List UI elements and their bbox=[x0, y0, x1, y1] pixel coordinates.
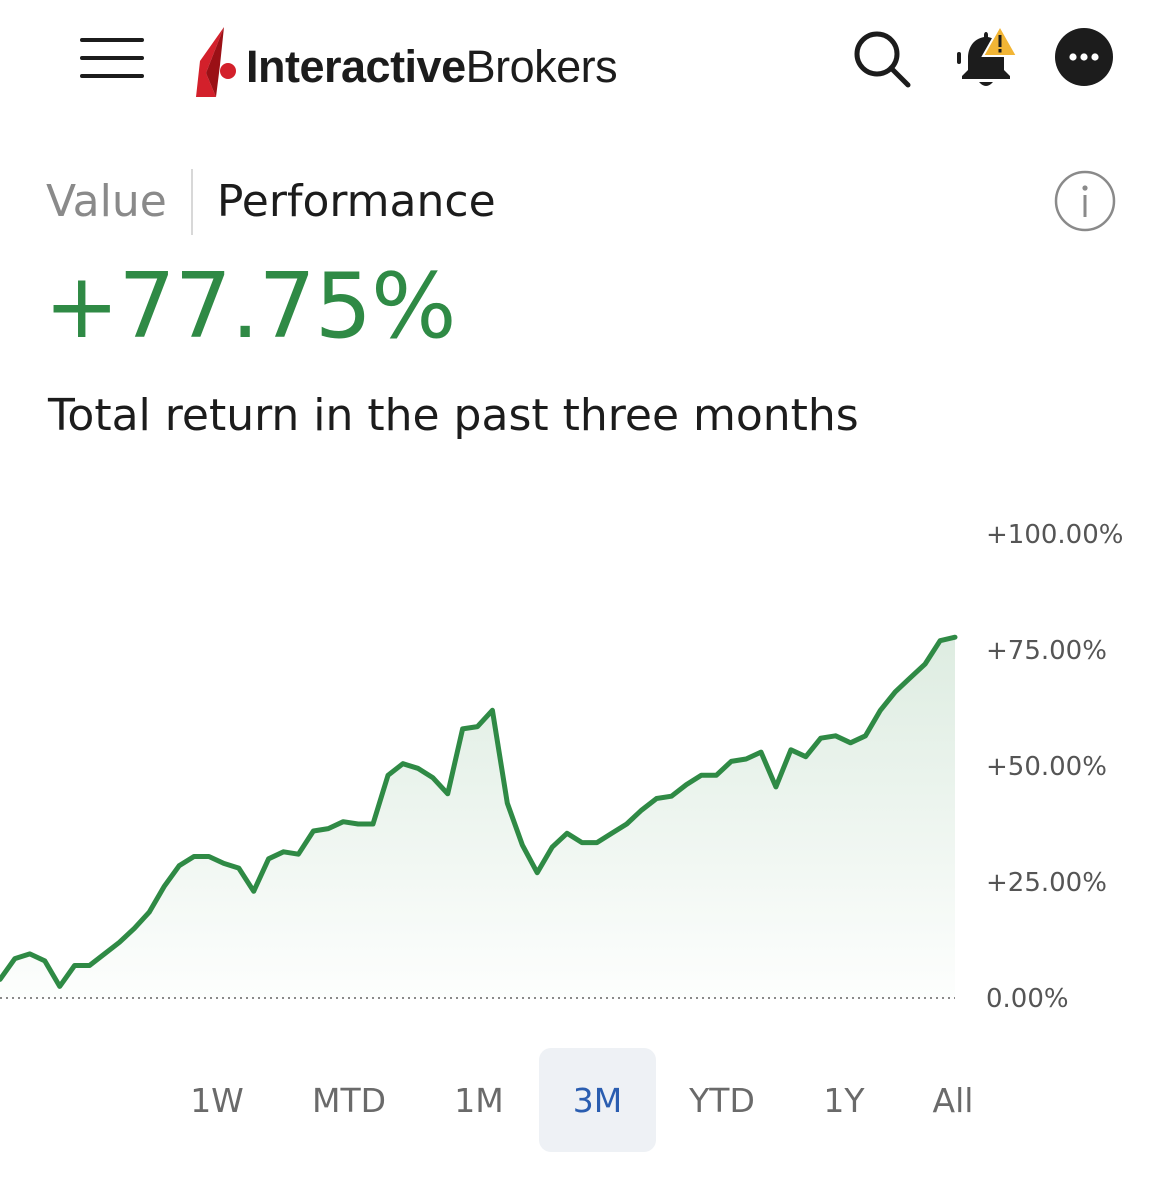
performance-chart-svg: 0.00% +25.00% +50.00% +75.00% +100.00% bbox=[0, 520, 1123, 1014]
y-tick-label: +75.00% bbox=[986, 636, 1107, 666]
tab-value[interactable]: Value bbox=[46, 176, 167, 227]
view-tabs: Value Performance bbox=[46, 168, 496, 236]
bell-alert-icon[interactable] bbox=[953, 24, 1019, 90]
range-mtd-button[interactable]: MTD bbox=[311, 1080, 387, 1120]
time-range-selector: 1W MTD 1M 3M YTD 1Y All bbox=[0, 1048, 1166, 1154]
range-3m-button[interactable]: 3M bbox=[539, 1048, 656, 1152]
y-tick-label: +100.00% bbox=[986, 520, 1123, 550]
info-icon[interactable] bbox=[1054, 170, 1116, 232]
app-header: InteractiveBrokers bbox=[0, 0, 1166, 130]
brand-name: InteractiveBrokers bbox=[246, 40, 618, 92]
search-icon[interactable] bbox=[850, 27, 914, 91]
menu-icon[interactable] bbox=[80, 38, 146, 80]
tab-divider bbox=[190, 169, 193, 235]
tab-performance[interactable]: Performance bbox=[216, 176, 496, 227]
ib-logo-mark-icon bbox=[196, 27, 236, 97]
range-all-button[interactable]: All bbox=[932, 1080, 974, 1120]
more-icon[interactable] bbox=[1054, 27, 1114, 87]
performance-series-line bbox=[0, 634, 958, 989]
performance-area-fill bbox=[0, 637, 955, 998]
range-1m-button[interactable]: 1M bbox=[454, 1080, 504, 1120]
range-1y-button[interactable]: 1Y bbox=[823, 1080, 865, 1120]
y-tick-label: +50.00% bbox=[986, 752, 1107, 782]
brand-logo: InteractiveBrokers bbox=[194, 22, 618, 102]
brand-name-light: Brokers bbox=[465, 40, 618, 92]
range-1w-button[interactable]: 1W bbox=[190, 1080, 244, 1120]
total-return-value: +77.75% bbox=[44, 254, 457, 359]
range-ytd-button[interactable]: YTD bbox=[689, 1080, 755, 1120]
brand-name-bold: Interactive bbox=[246, 40, 466, 92]
y-tick-label: +25.00% bbox=[986, 868, 1107, 898]
total-return-caption: Total return in the past three months bbox=[48, 390, 859, 441]
performance-chart: 0.00% +25.00% +50.00% +75.00% +100.00% bbox=[0, 500, 1166, 1030]
y-tick-label: 0.00% bbox=[986, 984, 1069, 1014]
